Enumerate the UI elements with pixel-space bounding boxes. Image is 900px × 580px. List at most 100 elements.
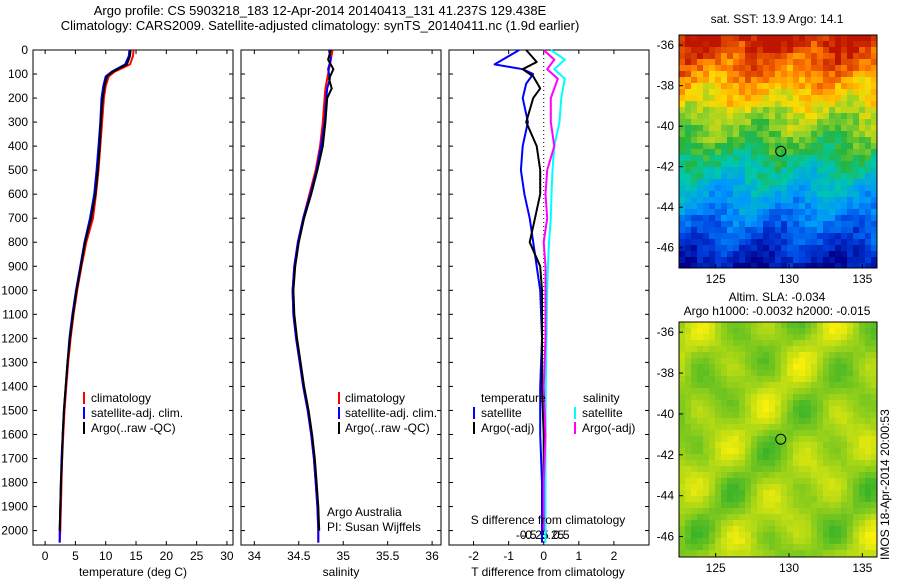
sla-cell [715,322,722,329]
sst-cell [727,83,734,90]
sst-cell [733,59,740,66]
sst-cell [817,137,824,144]
sla-cell [703,352,710,359]
sla-cell [841,418,848,425]
sla-cell [853,532,860,539]
sst-cell [847,77,854,84]
sla-cell [703,460,710,467]
sla-cell [829,454,836,461]
sla-cell [805,508,812,515]
sst-cell [805,257,812,264]
sst-cell [721,227,728,234]
sst-cell [739,113,746,120]
sla-cell [859,322,866,329]
sst-cell [877,35,884,42]
sla-cell [793,418,800,425]
sst-cell [745,239,752,246]
sst-cell [787,215,794,222]
sla-cell [763,346,770,353]
sla-cell [775,508,782,515]
sla-cell [853,526,860,533]
sla-cell [799,532,806,539]
sla-cell [745,472,752,479]
sst-cell [739,191,746,198]
sst-cell [799,221,806,228]
sla-cell [691,496,698,503]
sla-cell [877,400,884,407]
sst-cell [691,173,698,180]
sla-cell [721,478,728,485]
sst-cell [751,167,758,174]
sla-cell [733,472,740,479]
sst-cell [697,47,704,54]
sla-cell [847,442,854,449]
sst-cell [817,179,824,186]
sst-cell [823,221,830,228]
sst-cell [793,161,800,168]
sla-cell [817,466,824,473]
sst-cell [679,101,686,108]
sla-cell [679,466,686,473]
sst-cell [811,47,818,54]
sst-cell [775,203,782,210]
sst-cell [769,161,776,168]
sst-cell [817,245,824,252]
sla-cell [793,358,800,365]
sst-cell [865,65,872,72]
sst-cell [769,269,776,276]
sla-cell [685,328,692,335]
s-tick-label: -0.5 [516,528,537,542]
sst-cell [697,131,704,138]
sst-cell [763,245,770,252]
sst-cell [739,233,746,240]
sla-cell [691,472,698,479]
sla-cell [799,418,806,425]
sst-cell [763,173,770,180]
map-y-tick-label: -40 [657,407,675,421]
sst-cell [799,35,806,42]
sla-cell [691,412,698,419]
sst-cell [769,179,776,186]
sla-cell [775,448,782,455]
sst-cell [823,203,830,210]
sst-cell [841,209,848,216]
sst-cell [823,215,830,222]
sla-cell [775,364,782,371]
sst-cell [853,65,860,72]
sla-cell [781,340,788,347]
sla-cell [865,388,872,395]
sst-cell [829,239,836,246]
sla-cell [775,460,782,467]
sst-cell [841,95,848,102]
sst-cell [787,191,794,198]
sla-cell [769,502,776,509]
x-tick-label: 25 [190,549,204,563]
sst-cell [763,53,770,60]
sst-cell [865,191,872,198]
sst-cell [781,35,788,42]
sla-cell [727,430,734,437]
sst-cell [709,113,716,120]
sla-cell [871,430,877,437]
sla-cell [841,436,848,443]
sst-cell [853,203,860,210]
sla-cell [859,340,866,347]
sla-cell [823,346,830,353]
sst-cell [721,257,728,264]
sst-cell [733,35,740,42]
sla-cell [835,430,842,437]
sla-cell [787,418,794,425]
sst-cell [853,239,860,246]
difference-panel [448,49,650,546]
legend-climatology: climatology [345,391,405,405]
sla-cell [703,436,710,443]
sst-cell [853,137,860,144]
sla-cell [859,514,866,521]
sla-cell [709,376,716,383]
sla-cell [685,418,692,425]
sla-cell [853,406,860,413]
sst-cell [781,119,788,126]
sst-cell [877,53,884,60]
sla-cell [871,370,877,377]
sla-cell [685,484,692,491]
